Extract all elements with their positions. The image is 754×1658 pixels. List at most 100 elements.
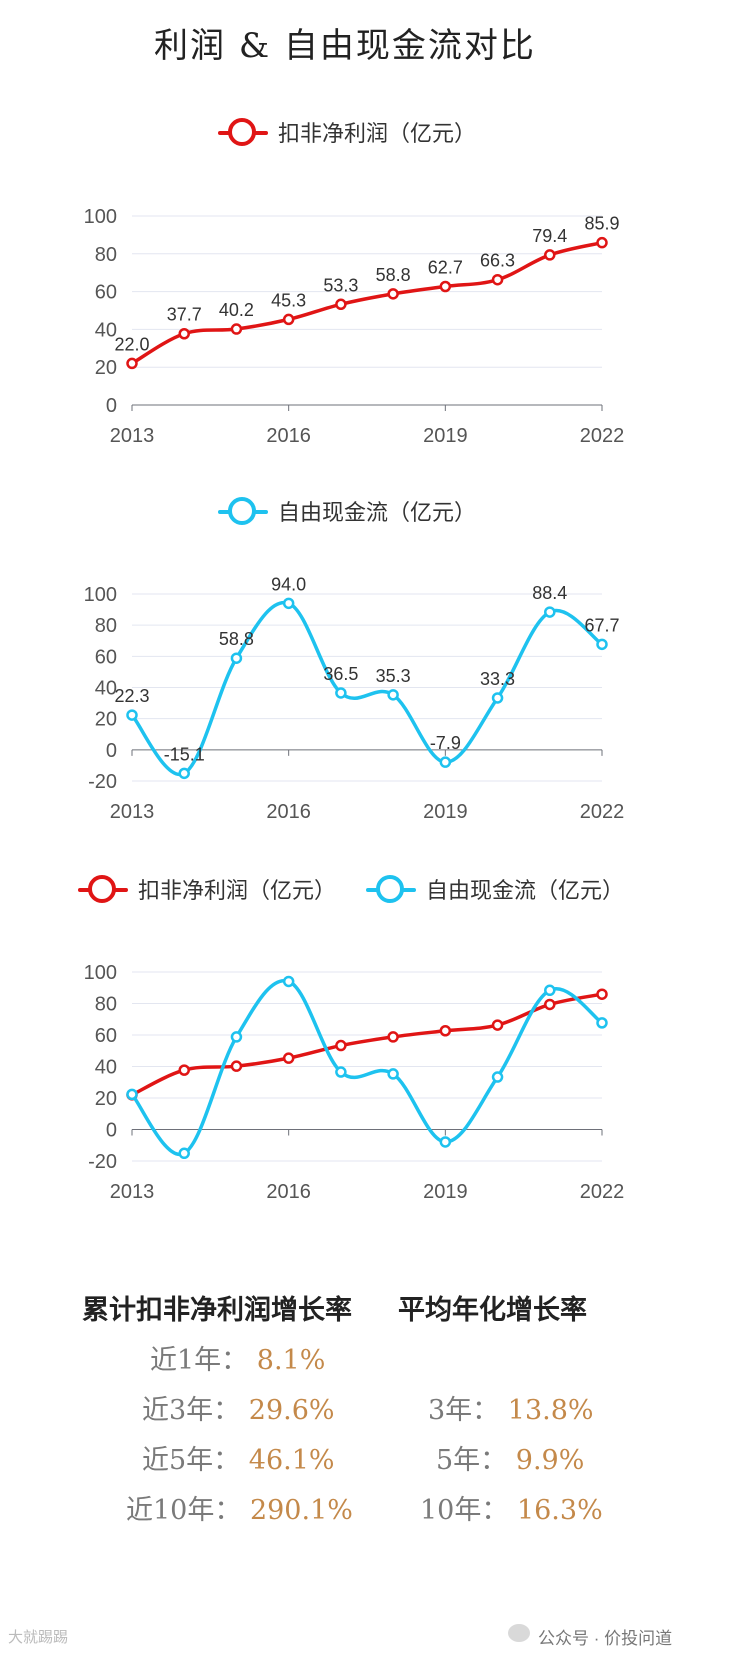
x-tick-label: 2022 <box>580 801 625 823</box>
x-tick-label: 2013 <box>110 425 155 447</box>
stat-value: 8.1% <box>256 1345 326 1376</box>
data-point <box>335 1039 347 1052</box>
y-tick-label: 80 <box>95 244 117 266</box>
stat-value: 290.1% <box>249 1495 353 1526</box>
data-point <box>439 1024 452 1037</box>
data-label: 62.7 <box>428 257 463 277</box>
legend-fcf-symbol <box>366 875 417 903</box>
combined-chart: -20 0 20 40 60 80 100 2013 2016 2019 2022 <box>84 962 625 1203</box>
data-point <box>230 652 243 664</box>
stat-row-1y: 近1年： 8.1% <box>150 1338 325 1377</box>
legend-fcf-label: 自由现金流（亿元） <box>426 879 625 904</box>
data-point <box>491 1071 504 1083</box>
data-point <box>335 1066 347 1078</box>
data-point <box>491 692 504 704</box>
avg-row-5y: 5年： 9.9% <box>436 1438 584 1477</box>
avg-value: 9.9% <box>515 1445 585 1476</box>
series-line <box>131 240 603 365</box>
x-tick-label: 2013 <box>110 1181 155 1203</box>
data-point <box>544 249 556 261</box>
legend-chart-3: 扣非净利润（亿元） 自由现金流（亿元） <box>78 873 654 905</box>
legend-item-profit[interactable]: 扣非净利润（亿元） <box>218 116 476 148</box>
footer-watermark: 大就踢踢 <box>8 1629 69 1646</box>
data-point <box>282 975 295 988</box>
y-tick-label: 40 <box>95 1057 117 1079</box>
x-tick-label: 2013 <box>110 801 155 823</box>
avg-label: 3年： <box>428 1395 500 1426</box>
series-line <box>130 978 604 1157</box>
data-point <box>387 689 399 701</box>
y-tick-label: 0 <box>106 1120 117 1142</box>
legend-item-fcf[interactable]: 自由现金流（亿元） <box>218 495 476 527</box>
data-point <box>335 298 347 311</box>
y-tick-label: 20 <box>95 357 117 379</box>
y-tick-label: 60 <box>95 646 117 668</box>
data-label: 35.3 <box>376 666 411 686</box>
data-point <box>544 606 556 618</box>
data-point <box>230 323 243 335</box>
data-point <box>387 1068 399 1080</box>
data-point <box>282 313 295 326</box>
data-point <box>544 984 556 997</box>
data-point <box>230 1031 243 1043</box>
data-point <box>335 687 347 699</box>
data-point <box>178 767 190 780</box>
y-tick-label: 80 <box>95 615 117 637</box>
footer: 大就踢踢 公众号 · 价投问道 <box>0 1622 754 1652</box>
legend-fcf-label: 自由现金流（亿元） <box>278 501 477 526</box>
wechat-icon <box>508 1624 530 1642</box>
legend-profit-label: 扣非净利润（亿元） <box>138 879 337 904</box>
y-tick-label: 40 <box>95 319 117 341</box>
y-tick-label: -20 <box>88 771 117 793</box>
avg-row-3y: 3年： 13.8% <box>428 1388 594 1427</box>
data-point <box>178 1064 190 1076</box>
data-point <box>282 1052 295 1064</box>
data-point <box>126 709 138 721</box>
legend-item-fcf-combined[interactable]: 自由现金流（亿元） <box>366 873 624 905</box>
y-tick-label: 100 <box>84 206 117 228</box>
x-tick-label: 2019 <box>423 425 468 447</box>
data-label: 67.7 <box>584 615 619 635</box>
data-point <box>282 597 295 610</box>
data-point <box>491 1019 504 1031</box>
legend-profit-symbol <box>218 118 268 146</box>
data-point <box>596 236 608 249</box>
data-label: 66.3 <box>480 251 515 271</box>
x-tick-label: 2019 <box>423 1181 468 1203</box>
data-point <box>596 638 608 651</box>
page-title: 利润 & 自由现金流对比 <box>154 26 536 66</box>
data-label: 22.0 <box>114 334 149 354</box>
data-point <box>230 1060 243 1072</box>
data-label: 53.3 <box>323 275 358 295</box>
avg-value: 13.8% <box>507 1395 594 1426</box>
stat-value: 29.6% <box>248 1395 335 1426</box>
data-label: -15.1 <box>164 744 205 764</box>
y-tick-label: 0 <box>106 740 117 762</box>
series-line <box>131 992 603 1097</box>
data-point <box>178 1147 190 1160</box>
legend-item-profit-combined[interactable]: 扣非净利润（亿元） <box>78 873 336 905</box>
cumulative-growth-header: 累计扣非净利润增长率 <box>82 1295 352 1326</box>
fcf-chart: -20 0 20 40 60 80 100 2013 2016 2019 2022 22.3 -15.1… <box>84 574 625 823</box>
y-tick-label: 60 <box>95 1025 117 1047</box>
data-label: 40.2 <box>219 300 254 320</box>
x-tick-label: 2019 <box>423 801 468 823</box>
stat-label: 近5年： <box>142 1445 241 1476</box>
legend-chart-1: 扣非净利润（亿元） <box>218 116 506 148</box>
legend-profit-symbol <box>78 875 128 903</box>
stat-row-10y: 近10年： 290.1% <box>126 1488 353 1527</box>
data-point <box>126 1088 138 1101</box>
data-label: 85.9 <box>584 214 619 234</box>
data-point <box>544 998 556 1011</box>
y-tick-label: 0 <box>106 395 117 417</box>
y-tick-label: 20 <box>95 1088 117 1110</box>
avg-label: 10年： <box>420 1495 509 1526</box>
data-label: 45.3 <box>271 290 306 310</box>
y-tick-label: 60 <box>95 282 117 304</box>
avg-value: 16.3% <box>516 1495 603 1526</box>
stat-row-5y: 近5年： 46.1% <box>142 1438 335 1477</box>
y-tick-label: 100 <box>84 962 117 984</box>
data-point <box>596 988 608 1000</box>
data-label: -7.9 <box>430 733 461 753</box>
stat-label: 近3年： <box>142 1395 241 1426</box>
